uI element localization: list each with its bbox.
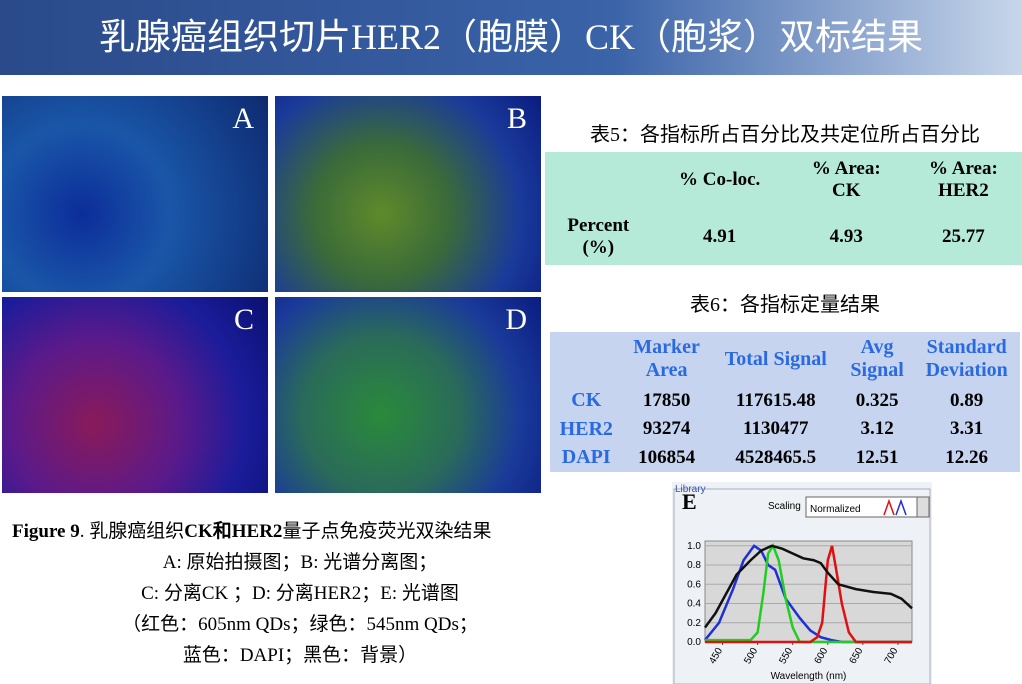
legend-glyph (895, 498, 907, 516)
cell: 106854 (638, 446, 696, 468)
caption-line: （红色：605nm QDs；绿色：545nm QDs； (122, 614, 478, 635)
series-line (703, 544, 913, 629)
cell (550, 332, 623, 387)
column-header: Avg Signal (850, 336, 904, 382)
data-row: DAPI 106854 4528465.5 12.51 12.26 (550, 444, 1020, 472)
cell: 4528465.5 (735, 446, 817, 468)
caption-text: 量子点免疫荧光双染结果 (282, 521, 492, 542)
column-header: % Area: HER2 (929, 158, 998, 202)
y-tick-label: 1.0 (687, 541, 701, 552)
legend-glyph (883, 498, 895, 516)
header-row: Marker Area Total Signal Avg Signal Standar… (550, 332, 1020, 387)
cell: 0.325 (855, 389, 899, 411)
panel-label: C (233, 303, 254, 336)
cell: 12.51 (855, 446, 899, 468)
image-panel: B (275, 96, 541, 292)
caption-line: Figure 9. 乳腺癌组织CK和HER2量子点免疫荧光双染结果 (0, 516, 612, 543)
cell: 4.93 (829, 225, 863, 247)
row-label: CK (571, 389, 602, 412)
y-tick-label: 0.4 (687, 599, 701, 610)
series-line (704, 544, 912, 644)
column-header: Marker Area (633, 336, 700, 382)
table-title: 表6：各指标定量结果 (690, 294, 880, 316)
cell (545, 152, 652, 209)
scaling-label: Scaling (768, 501, 801, 512)
table-title: 表5：各指标所占百分比及共定位所占百分比 (590, 124, 980, 146)
cell: 4.91 (703, 225, 737, 247)
panel-border (673, 488, 931, 684)
cell: 12.26 (945, 446, 989, 468)
table: Marker Area Total Signal Avg Signal Standar… (550, 332, 1020, 472)
column-header: Standard Deviation (925, 336, 1008, 382)
data-row: CK 17850 117615.48 0.325 0.89 (550, 387, 1020, 415)
panel-label: D (505, 303, 527, 336)
data-row: Percent (%) 4.91 4.93 25.77 (545, 209, 1022, 266)
caption-text: CK和HER2 (184, 521, 283, 542)
column-header: Total Signal (724, 347, 827, 370)
panel-label: E (682, 489, 697, 514)
caption-line: 蓝色：DAPI；黑色：背景） (182, 645, 418, 666)
y-tick-label: 0.8 (687, 560, 701, 571)
cell: 93274 (642, 418, 691, 440)
table: % Co-loc. % Area: CK % Area: HER2 Percent (… (545, 152, 1022, 265)
panel-label: B (506, 102, 527, 135)
cell: 3.12 (860, 418, 894, 440)
dropdown-button[interactable] (916, 496, 930, 518)
cell: 17850 (642, 389, 691, 411)
caption-text: Figure 9 (12, 521, 80, 542)
image-panel: D (275, 297, 541, 493)
cell: 0.89 (950, 389, 984, 411)
cell: 1130477 (743, 418, 809, 440)
series-line (705, 545, 912, 644)
image-panel: A (2, 96, 268, 292)
row-label: DAPI (561, 446, 611, 469)
title: 乳腺癌组织切片HER2（胞膜）CK（胞浆）双标结果 (98, 17, 923, 57)
caption: Figure 9. 乳腺癌组织CK和HER2量子点免疫荧光双染结果 A: 原始拍摄… (0, 516, 600, 667)
data-row: HER2 93274 1130477 3.12 3.31 (550, 415, 1020, 443)
x-axis-label: Wavelength (nm) (771, 671, 847, 682)
row-label: HER2 (559, 417, 613, 440)
header-bar: 乳腺癌组织切片HER2（胞膜）CK（胞浆）双标结果 (0, 0, 1022, 75)
library-label: Library (675, 484, 706, 495)
image-panel: C (2, 297, 268, 493)
y-tick-label: 0.6 (687, 579, 701, 590)
y-tick-label: 0.0 (687, 637, 701, 648)
y-tick-label: 0.2 (687, 618, 701, 629)
row-label: Percent (%) (567, 214, 630, 258)
caption-line: A: 原始拍摄图；B: 光谱分离图； (162, 552, 438, 573)
caption-text: . 乳腺癌组织 (79, 521, 185, 542)
dropdown-value: Normalized (810, 504, 861, 515)
panel-label: A (232, 102, 254, 135)
header-row: % Co-loc. % Area: CK % Area: HER2 (545, 152, 1022, 209)
cell: 3.31 (950, 418, 984, 440)
column-header: % Area: CK (811, 158, 881, 202)
cell: 25.77 (942, 225, 985, 247)
column-header: % Co-loc. (679, 169, 761, 191)
cell: 117615.48 (735, 389, 816, 411)
caption-line: C: 分离CK ；D: 分离HER2；E: 光谱图 (141, 583, 459, 604)
